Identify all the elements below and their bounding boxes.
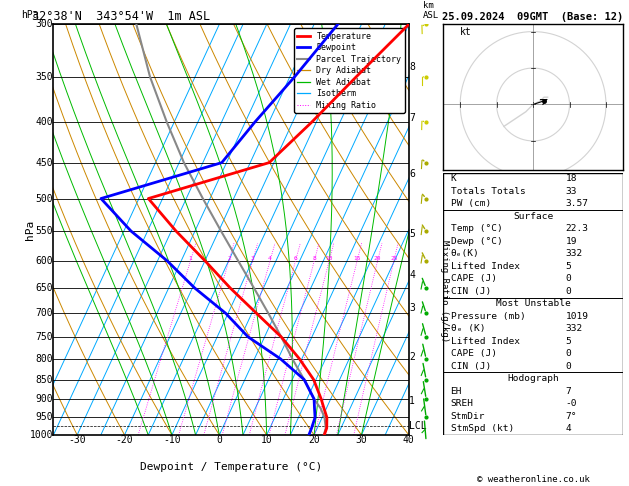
Text: Surface: Surface bbox=[513, 212, 553, 221]
Text: Dewpoint / Temperature (°C): Dewpoint / Temperature (°C) bbox=[140, 462, 322, 472]
Text: 700: 700 bbox=[35, 308, 53, 318]
Text: 400: 400 bbox=[35, 118, 53, 127]
Text: 6: 6 bbox=[409, 169, 415, 179]
Text: 950: 950 bbox=[35, 413, 53, 422]
Text: -30: -30 bbox=[69, 435, 86, 445]
Text: 1000: 1000 bbox=[30, 430, 53, 440]
Text: 8: 8 bbox=[313, 256, 316, 260]
Text: -10: -10 bbox=[163, 435, 181, 445]
Text: © weatheronline.co.uk: © weatheronline.co.uk bbox=[477, 474, 589, 484]
Text: 3: 3 bbox=[409, 303, 415, 313]
Text: 350: 350 bbox=[35, 72, 53, 82]
Text: StmSpd (kt): StmSpd (kt) bbox=[450, 424, 514, 433]
Text: 25: 25 bbox=[390, 256, 398, 260]
Text: 2: 2 bbox=[409, 352, 415, 362]
Text: 19: 19 bbox=[565, 237, 577, 246]
Text: 550: 550 bbox=[35, 226, 53, 236]
Text: EH: EH bbox=[450, 387, 462, 396]
Text: 4: 4 bbox=[268, 256, 272, 260]
Text: 7: 7 bbox=[565, 387, 571, 396]
Text: Pressure (mb): Pressure (mb) bbox=[450, 312, 525, 321]
Text: hPa: hPa bbox=[25, 220, 35, 240]
Text: 5: 5 bbox=[565, 337, 571, 346]
Text: 6: 6 bbox=[294, 256, 298, 260]
Text: 5: 5 bbox=[565, 262, 571, 271]
Text: PW (cm): PW (cm) bbox=[450, 199, 491, 208]
Text: LCL: LCL bbox=[409, 421, 427, 432]
Text: 300: 300 bbox=[35, 19, 53, 29]
Text: -20: -20 bbox=[116, 435, 133, 445]
Text: 750: 750 bbox=[35, 332, 53, 342]
Text: Temp (°C): Temp (°C) bbox=[450, 224, 503, 233]
Text: 500: 500 bbox=[35, 193, 53, 204]
Text: θₑ (K): θₑ (K) bbox=[450, 324, 485, 333]
Text: 18: 18 bbox=[565, 174, 577, 183]
Text: km
ASL: km ASL bbox=[423, 1, 439, 20]
Text: 332: 332 bbox=[565, 249, 582, 258]
Text: 450: 450 bbox=[35, 157, 53, 168]
Text: 1: 1 bbox=[409, 396, 415, 406]
Text: Most Unstable: Most Unstable bbox=[496, 299, 571, 308]
Text: 332: 332 bbox=[565, 324, 582, 333]
Text: StmDir: StmDir bbox=[450, 412, 485, 421]
Text: 0: 0 bbox=[565, 287, 571, 296]
Text: 600: 600 bbox=[35, 256, 53, 266]
Text: 22.3: 22.3 bbox=[565, 224, 588, 233]
Text: Lifted Index: Lifted Index bbox=[450, 262, 520, 271]
Text: CAPE (J): CAPE (J) bbox=[450, 349, 497, 358]
Text: 30: 30 bbox=[355, 435, 367, 445]
Text: 10: 10 bbox=[325, 256, 333, 260]
Text: hPa: hPa bbox=[21, 10, 39, 20]
Text: 1: 1 bbox=[189, 256, 192, 260]
Text: 850: 850 bbox=[35, 375, 53, 384]
Text: 10: 10 bbox=[261, 435, 272, 445]
Text: 4: 4 bbox=[565, 424, 571, 433]
Text: CAPE (J): CAPE (J) bbox=[450, 274, 497, 283]
Text: SREH: SREH bbox=[450, 399, 474, 408]
Legend: Temperature, Dewpoint, Parcel Trajectory, Dry Adiabat, Wet Adiabat, Isotherm, Mi: Temperature, Dewpoint, Parcel Trajectory… bbox=[294, 29, 404, 113]
Text: -0: -0 bbox=[565, 399, 577, 408]
Text: 0: 0 bbox=[216, 435, 222, 445]
Text: Totals Totals: Totals Totals bbox=[450, 187, 525, 196]
Text: 15: 15 bbox=[353, 256, 361, 260]
Text: 7: 7 bbox=[409, 113, 415, 123]
Text: 650: 650 bbox=[35, 283, 53, 293]
Text: CIN (J): CIN (J) bbox=[450, 287, 491, 296]
Text: 8: 8 bbox=[409, 62, 415, 72]
Text: 0: 0 bbox=[565, 349, 571, 358]
Text: 32°38'N  343°54'W  1m ASL: 32°38'N 343°54'W 1m ASL bbox=[32, 10, 210, 23]
Text: 5: 5 bbox=[409, 229, 415, 239]
Text: 2: 2 bbox=[227, 256, 231, 260]
Text: CIN (J): CIN (J) bbox=[450, 362, 491, 371]
Text: 25.09.2024  09GMT  (Base: 12): 25.09.2024 09GMT (Base: 12) bbox=[442, 12, 624, 22]
Text: 20: 20 bbox=[374, 256, 381, 260]
Text: 0: 0 bbox=[565, 274, 571, 283]
Text: 800: 800 bbox=[35, 354, 53, 364]
Text: 900: 900 bbox=[35, 394, 53, 404]
Text: 7°: 7° bbox=[565, 412, 577, 421]
Text: 3.57: 3.57 bbox=[565, 199, 588, 208]
Text: 1019: 1019 bbox=[565, 312, 588, 321]
Text: 40: 40 bbox=[403, 435, 415, 445]
Text: 20: 20 bbox=[308, 435, 320, 445]
Text: θₑ(K): θₑ(K) bbox=[450, 249, 479, 258]
Text: 0: 0 bbox=[565, 362, 571, 371]
Text: 3: 3 bbox=[251, 256, 255, 260]
Text: Lifted Index: Lifted Index bbox=[450, 337, 520, 346]
Text: 33: 33 bbox=[565, 187, 577, 196]
Text: K: K bbox=[450, 174, 457, 183]
Text: 4: 4 bbox=[409, 270, 415, 279]
Text: Hodograph: Hodograph bbox=[507, 374, 559, 383]
Text: Dewp (°C): Dewp (°C) bbox=[450, 237, 503, 246]
Text: kt: kt bbox=[460, 27, 472, 37]
Text: Mixing Ratio (g/kg): Mixing Ratio (g/kg) bbox=[440, 240, 449, 342]
